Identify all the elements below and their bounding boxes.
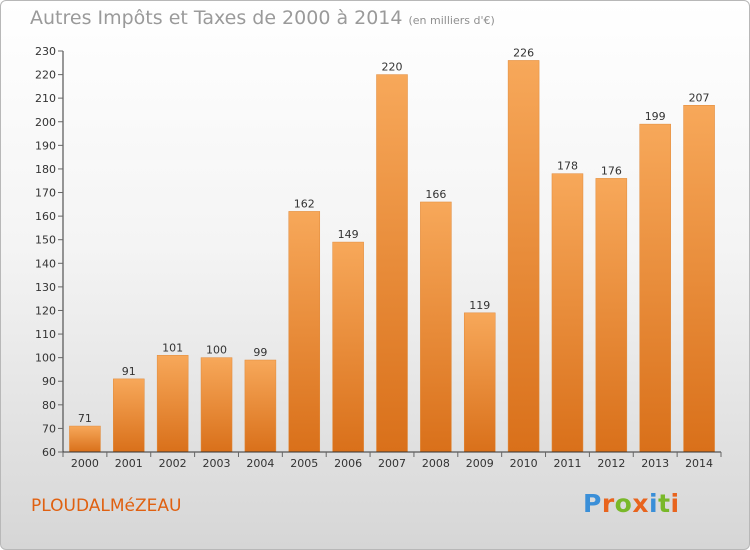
logo-letter: x: [632, 489, 649, 518]
data-label: 176: [601, 164, 622, 177]
y-tick-label: 130: [35, 281, 56, 294]
x-tick-label: 2007: [378, 457, 406, 470]
y-tick-label: 140: [35, 257, 56, 270]
commune-name: PLOUDALMéZEAU: [31, 496, 182, 516]
y-tick-label: 150: [35, 234, 56, 247]
data-label: 91: [122, 365, 136, 378]
y-tick-label: 110: [35, 328, 56, 341]
data-label: 220: [382, 61, 403, 74]
logo-letter: t: [658, 489, 671, 518]
y-tick-label: 60: [42, 446, 56, 459]
logo-letter: i: [649, 489, 659, 518]
data-label: 99: [253, 346, 267, 359]
y-tick-label: 70: [42, 422, 56, 435]
x-tick-label: 2014: [685, 457, 713, 470]
x-tick-label: 2011: [553, 457, 581, 470]
bar: [376, 74, 408, 453]
y-tick-label: 220: [35, 69, 56, 82]
x-tick-label: 2000: [71, 457, 99, 470]
y-tick-label: 190: [35, 139, 56, 152]
bar: [463, 312, 496, 453]
logo-letter: o: [614, 489, 633, 518]
x-tick-label: 2012: [597, 457, 625, 470]
x-tick-label: 2006: [334, 457, 362, 470]
bar: [551, 173, 584, 453]
data-label: 119: [469, 299, 490, 312]
bar: [69, 425, 101, 453]
y-tick-label: 180: [35, 163, 56, 176]
data-label: 226: [513, 46, 534, 59]
data-label: 101: [162, 341, 183, 354]
x-tick-label: 2004: [246, 457, 274, 470]
data-label: 71: [78, 412, 92, 425]
y-tick-label: 120: [35, 304, 56, 317]
y-tick-label: 90: [42, 375, 56, 388]
chart-title-text: Autres Impôts et Taxes de 2000 à 2014: [30, 7, 403, 29]
bars: 71 91 101 100 99 162 149 220 166 119 226 178 176 199 2…: [69, 46, 715, 453]
y-tick-label: 100: [35, 352, 56, 365]
data-label: 166: [425, 188, 446, 201]
data-label: 162: [294, 197, 315, 210]
chart-unit-note: (en milliers d'€): [408, 14, 495, 27]
x-tick-label: 2008: [422, 457, 450, 470]
x-tick-label: 2001: [115, 457, 143, 470]
y-tick-label: 210: [35, 92, 56, 105]
y-tick-label: 230: [35, 45, 56, 58]
proxiti-logo: Proxiti: [583, 489, 680, 518]
bar: [639, 123, 671, 453]
bar: [332, 241, 364, 453]
bar: [420, 201, 452, 453]
y-tick-label: 160: [35, 210, 56, 223]
x-tick-label: 2009: [466, 457, 494, 470]
data-label: 207: [689, 91, 710, 104]
bar: [595, 178, 628, 453]
y-axis: 60 70 80 90 100 110 120 130 140 150 160 170 180 190 20…: [35, 45, 64, 459]
y-tick-label: 80: [42, 399, 56, 412]
bar: [288, 211, 321, 453]
x-axis: 2000 2001 2002 2003 2004 2005 2006 2007 2008 2009…: [62, 451, 722, 470]
chart-title: Autres Impôts et Taxes de 2000 à 2014 (en…: [30, 7, 495, 29]
x-tick-label: 2013: [641, 457, 669, 470]
data-label: 100: [206, 344, 227, 357]
x-tick-label: 2010: [510, 457, 538, 470]
data-label: 178: [557, 160, 578, 173]
data-label: 199: [645, 110, 666, 123]
bar: [683, 105, 715, 453]
bar: [113, 378, 145, 453]
x-tick-label: 2005: [290, 457, 318, 470]
logo-letter: r: [601, 489, 615, 518]
bar: [156, 355, 189, 453]
logo-letter: i: [670, 489, 680, 518]
y-tick-label: 170: [35, 187, 56, 200]
x-tick-label: 2003: [203, 457, 231, 470]
bar: [200, 357, 233, 453]
data-label: 149: [338, 228, 359, 241]
x-tick-label: 2002: [159, 457, 187, 470]
bar: [244, 359, 277, 453]
logo-letter: P: [583, 489, 602, 518]
bar: [507, 60, 540, 453]
y-tick-label: 200: [35, 116, 56, 129]
